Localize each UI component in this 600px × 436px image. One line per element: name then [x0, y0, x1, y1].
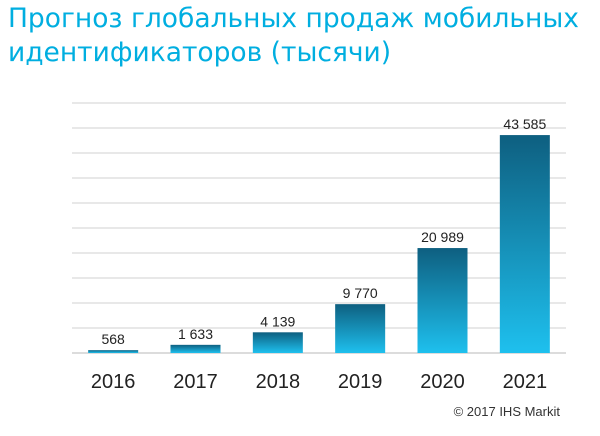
chart-title-line-2: идентификаторов (тысячи): [8, 37, 392, 68]
bar-2020: [417, 248, 468, 353]
bars: [88, 135, 550, 353]
bar-2021: [499, 135, 550, 353]
x-axis-tick-labels: 2016 2017 2018 2019 2020 2021: [91, 371, 547, 393]
chart-title: Прогноз глобальных продаж мобильных иден…: [8, 2, 598, 70]
data-label-2020: 20 989: [421, 229, 464, 245]
bar-2017: [170, 344, 221, 353]
bar-2016: [88, 350, 139, 353]
x-tick-label-2018: 2018: [256, 371, 301, 393]
x-tick-label-2019: 2019: [338, 371, 383, 393]
bar-2019: [335, 304, 386, 353]
data-label-2017: 1 633: [178, 326, 213, 342]
data-labels: 568 1 633 4 139 9 770 20 989 43 585: [101, 116, 546, 347]
copyright-credit: © 2017 IHS Markit: [453, 404, 560, 419]
data-label-2016: 568: [101, 331, 125, 347]
x-tick-label-2021: 2021: [503, 371, 548, 393]
gridlines: [72, 102, 566, 354]
data-label-2021: 43 585: [503, 116, 546, 132]
bar-2018: [252, 332, 303, 353]
chart-title-line-1: Прогноз глобальных продаж мобильных: [8, 3, 579, 34]
x-tick-label-2016: 2016: [91, 371, 136, 393]
x-tick-label-2020: 2020: [420, 371, 465, 393]
x-tick-label-2017: 2017: [173, 371, 218, 393]
data-label-2019: 9 770: [343, 285, 378, 301]
data-label-2018: 4 139: [260, 313, 295, 329]
